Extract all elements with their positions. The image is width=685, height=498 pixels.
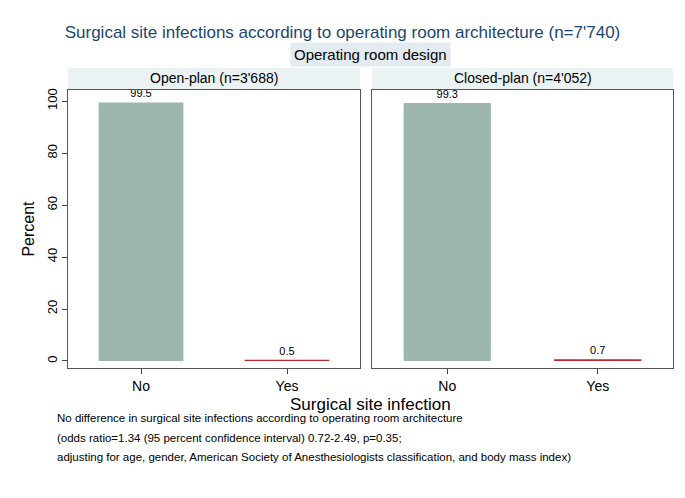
svg-text:99.5: 99.5 (130, 87, 151, 99)
svg-text:40: 40 (45, 248, 60, 262)
svg-text:Surgical site infection: Surgical site infection (290, 395, 451, 414)
svg-text:Yes: Yes (276, 378, 299, 394)
svg-text:100: 100 (45, 88, 60, 110)
svg-text:20: 20 (45, 300, 60, 314)
svg-text:80: 80 (45, 144, 60, 158)
svg-text:No: No (132, 378, 150, 394)
svg-text:adjusting for age, gender, Ame: adjusting for age, gender, American Soci… (57, 451, 571, 463)
svg-text:Yes: Yes (586, 378, 609, 394)
svg-text:No: No (438, 378, 456, 394)
svg-text:Closed-plan (n=4'052): Closed-plan (n=4'052) (454, 70, 592, 86)
svg-text:Percent: Percent (20, 201, 37, 257)
svg-text:60: 60 (45, 196, 60, 210)
svg-text:Open-plan (n=3'688): Open-plan (n=3'688) (150, 70, 278, 86)
svg-text:No difference in surgical site: No difference in surgical site infection… (57, 412, 463, 424)
svg-text:0: 0 (45, 355, 60, 362)
svg-text:Surgical site infections accor: Surgical site infections according to op… (65, 23, 621, 42)
svg-text:0.5: 0.5 (279, 345, 294, 357)
svg-text:(odds ratio=1.34 (95 percent c: (odds ratio=1.34 (95 percent confidence … (57, 432, 402, 444)
svg-text:0.7: 0.7 (590, 344, 605, 356)
svg-text:Operating room design: Operating room design (294, 46, 447, 63)
svg-text:99.3: 99.3 (437, 88, 458, 100)
